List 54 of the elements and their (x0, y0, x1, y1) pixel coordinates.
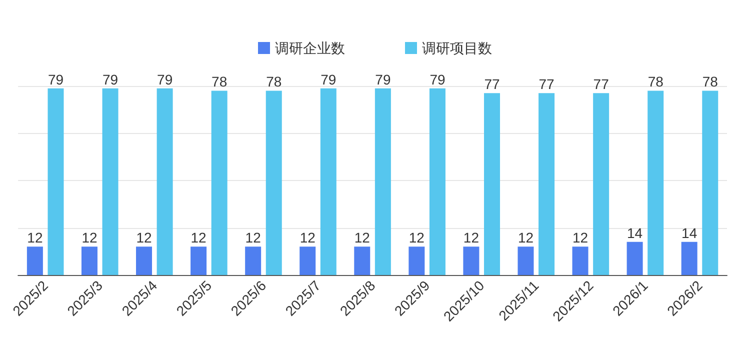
data-label: 12 (408, 230, 425, 246)
bar (26, 246, 43, 275)
data-label: 12 (82, 230, 98, 246)
bar (463, 246, 480, 275)
bar (81, 246, 98, 275)
data-label: 79 (48, 71, 64, 88)
bar (626, 242, 643, 275)
data-label: 77 (484, 76, 500, 92)
data-label: 12 (136, 230, 152, 246)
data-label: 14 (682, 224, 698, 241)
bar (156, 88, 173, 275)
data-label: 78 (266, 74, 282, 90)
data-label: 79 (157, 71, 173, 88)
data-label: 79 (430, 71, 446, 88)
bar (702, 90, 718, 275)
bar (300, 246, 316, 275)
data-label: 12 (245, 230, 262, 246)
data-label: 12 (190, 230, 207, 246)
bar (211, 90, 228, 275)
data-label: 12 (300, 230, 316, 246)
bar (136, 246, 152, 275)
data-label: 79 (102, 71, 118, 88)
data-label: 12 (354, 230, 370, 246)
data-label: 14 (627, 224, 643, 241)
data-label: 12 (463, 230, 480, 246)
bar (320, 88, 336, 275)
data-label: 12 (572, 230, 588, 246)
data-label: 79 (320, 71, 336, 88)
bar (374, 88, 391, 275)
data-label: 12 (518, 230, 534, 246)
bar (484, 93, 500, 275)
bar (593, 93, 610, 275)
data-label: 78 (648, 74, 664, 90)
bar (102, 88, 118, 275)
bar (538, 93, 555, 275)
bar (518, 246, 534, 275)
legend-label: 调研项目数 (422, 40, 492, 56)
bar (266, 90, 282, 275)
bar (429, 88, 446, 275)
legend-label: 调研企业数 (275, 40, 345, 56)
data-label: 78 (212, 74, 228, 90)
data-label: 79 (375, 71, 391, 88)
bar (48, 88, 64, 275)
data-label: 77 (593, 76, 610, 92)
bar (408, 246, 425, 275)
bar (245, 246, 262, 275)
bar (648, 90, 664, 275)
bar (572, 246, 588, 275)
bar (190, 246, 207, 275)
data-label: 12 (27, 230, 43, 246)
bar (354, 246, 370, 275)
bar (681, 242, 698, 275)
data-label: 78 (702, 74, 718, 90)
data-label: 77 (538, 76, 555, 92)
